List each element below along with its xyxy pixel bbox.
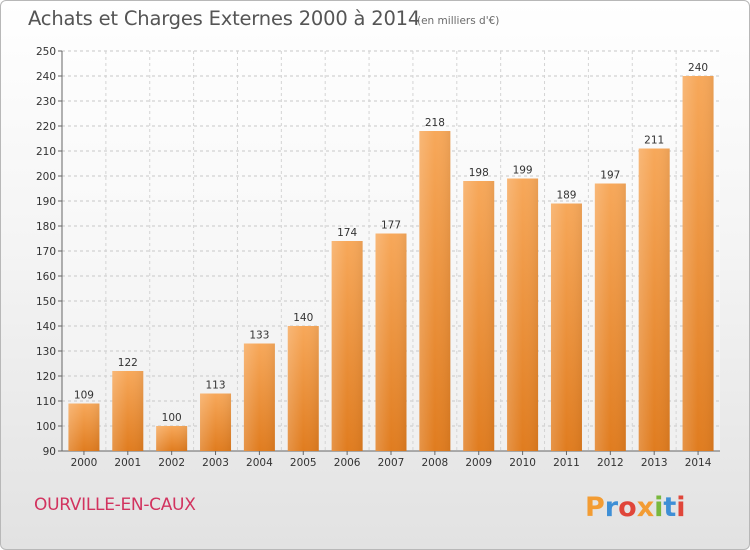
proxiti-logo-text: Proxiti xyxy=(585,492,686,523)
bar-shine-2001 xyxy=(112,371,144,451)
bar-shine-2006 xyxy=(331,241,363,451)
x-tick-label-2006: 2006 xyxy=(334,457,361,469)
logo-letter: i xyxy=(654,492,663,523)
logo-letter: o xyxy=(618,492,637,523)
bar-shine-2002 xyxy=(156,426,188,451)
x-tick-label-2007: 2007 xyxy=(378,457,405,469)
x-tick-label-2011: 2011 xyxy=(553,457,580,469)
commune-name: OURVILLE-EN-CAUX xyxy=(34,495,196,515)
value-label-2007: 177 xyxy=(381,220,401,232)
y-tick-label: 240 xyxy=(36,71,56,83)
y-tick-label: 170 xyxy=(36,246,56,258)
x-tick-label-2008: 2008 xyxy=(421,457,448,469)
value-label-2003: 113 xyxy=(206,380,226,392)
x-tick-label-2002: 2002 xyxy=(158,457,185,469)
y-tick-label: 150 xyxy=(36,296,56,308)
x-tick-label-2013: 2013 xyxy=(641,457,668,469)
bar-shine-2000 xyxy=(68,403,100,451)
x-tick-label-2001: 2001 xyxy=(114,457,141,469)
value-label-2005: 140 xyxy=(293,312,313,324)
x-tick-label-2004: 2004 xyxy=(246,457,273,469)
value-label-2002: 100 xyxy=(162,412,182,424)
bar-shine-2013 xyxy=(638,148,670,451)
y-tick-label: 180 xyxy=(36,221,56,233)
y-tick-label: 220 xyxy=(36,121,56,133)
logo-letter: r xyxy=(605,492,619,523)
y-tick-label: 90 xyxy=(43,446,56,458)
bar-shine-2007 xyxy=(375,233,407,451)
bar-shine-2008 xyxy=(419,131,451,451)
x-tick-label-2003: 2003 xyxy=(202,457,229,469)
y-tick-label: 210 xyxy=(36,146,56,158)
y-tick-label: 160 xyxy=(36,271,56,283)
bar-shine-2009 xyxy=(463,181,495,451)
y-tick-label: 130 xyxy=(36,346,56,358)
y-tick-label: 190 xyxy=(36,196,56,208)
bar-shine-2010 xyxy=(507,178,539,451)
proxiti-logo[interactable]: Proxiti xyxy=(583,489,689,523)
y-tick-label: 110 xyxy=(36,396,56,408)
value-label-2001: 122 xyxy=(118,357,138,369)
x-tick-label-2012: 2012 xyxy=(597,457,624,469)
logo-letter: t xyxy=(663,492,676,523)
bar-shine-2011 xyxy=(550,203,582,451)
x-tick-label-2005: 2005 xyxy=(290,457,317,469)
bar-shine-2004 xyxy=(243,343,275,451)
logo-letter: P xyxy=(585,492,605,523)
y-tick-label: 200 xyxy=(36,171,56,183)
y-tick-label: 250 xyxy=(36,46,56,58)
bar-shine-2012 xyxy=(594,183,626,451)
value-label-2008: 218 xyxy=(425,117,445,129)
bar-shine-2005 xyxy=(287,326,319,451)
value-label-2006: 174 xyxy=(337,227,357,239)
value-label-2013: 211 xyxy=(644,135,664,147)
y-tick-label: 140 xyxy=(36,321,56,333)
x-tick-label-2000: 2000 xyxy=(71,457,98,469)
bar-shine-2014 xyxy=(682,76,714,451)
y-tick-label: 230 xyxy=(36,96,56,108)
labels: 90 100 110 120 130 140 150 160 170 180 190 200 210 22… xyxy=(36,46,712,469)
chart-subtitle: (en milliers d'€) xyxy=(417,15,500,27)
value-label-2004: 133 xyxy=(249,330,269,342)
x-tick-label-2009: 2009 xyxy=(465,457,492,469)
bar-shine-2003 xyxy=(200,393,232,451)
logo-letter: i xyxy=(676,492,685,523)
value-label-2012: 197 xyxy=(600,170,620,182)
y-tick-label: 100 xyxy=(36,421,56,433)
value-label-2000: 109 xyxy=(74,390,94,402)
y-tick-label: 120 xyxy=(36,371,56,383)
logo-letter: x xyxy=(637,492,654,523)
value-label-2009: 198 xyxy=(469,167,489,179)
bars xyxy=(68,76,714,451)
value-label-2014: 240 xyxy=(688,62,708,74)
value-label-2011: 189 xyxy=(556,190,576,202)
chart-title: Achats et Charges Externes 2000 à 2014 xyxy=(28,7,421,30)
x-tick-label-2010: 2010 xyxy=(509,457,536,469)
x-tick-label-2014: 2014 xyxy=(685,457,712,469)
value-label-2010: 199 xyxy=(513,165,533,177)
